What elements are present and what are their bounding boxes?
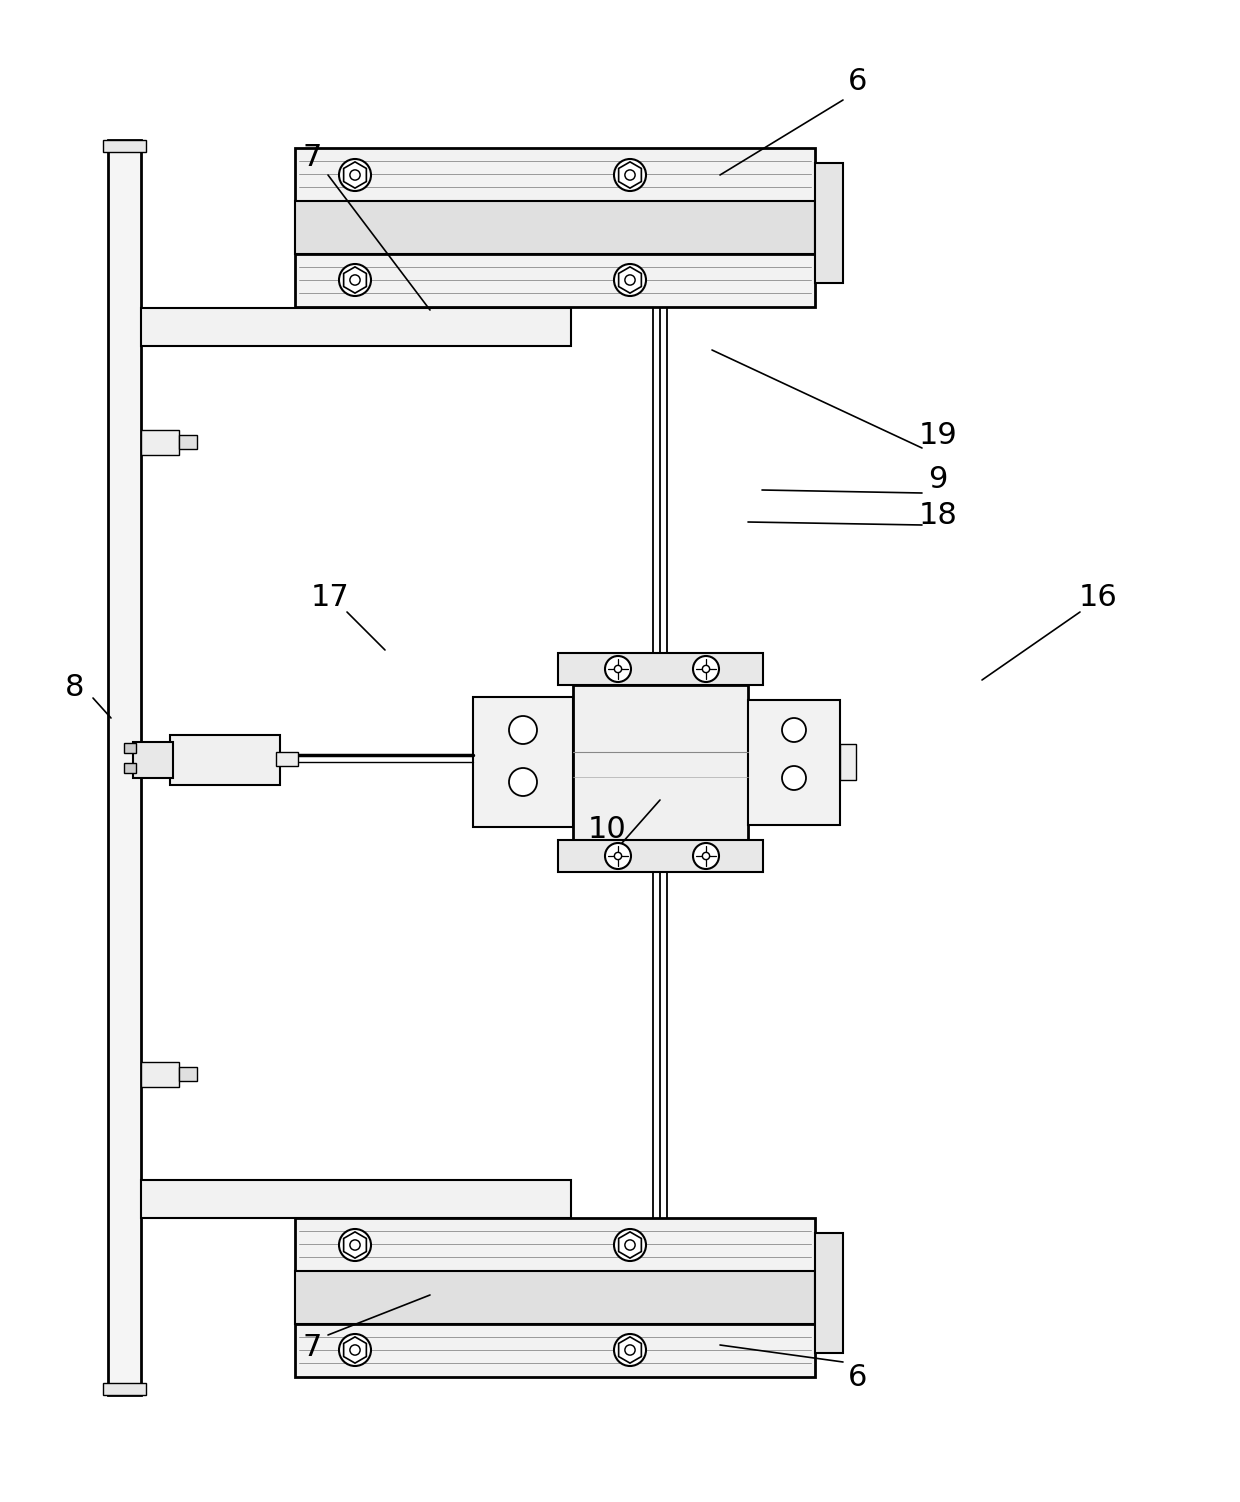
Bar (558, 840, 763, 873)
Bar (295, 201, 815, 254)
Circle shape (350, 1344, 360, 1355)
Circle shape (693, 843, 719, 870)
Bar (179, 1066, 197, 1081)
Circle shape (625, 1239, 635, 1250)
Circle shape (702, 852, 709, 859)
Polygon shape (619, 162, 641, 188)
Bar (124, 743, 136, 753)
Circle shape (508, 716, 537, 743)
Circle shape (350, 1239, 360, 1250)
Bar (295, 1218, 815, 1271)
Bar (558, 653, 763, 685)
Bar (815, 1233, 843, 1353)
Text: 8: 8 (66, 673, 84, 703)
Polygon shape (619, 1337, 641, 1364)
Circle shape (339, 1229, 371, 1262)
Text: 10: 10 (588, 816, 626, 844)
Polygon shape (343, 162, 366, 188)
Text: 7: 7 (303, 1334, 321, 1362)
Circle shape (508, 768, 537, 796)
Polygon shape (343, 1337, 366, 1364)
Polygon shape (343, 1232, 366, 1259)
Bar (179, 436, 197, 449)
Bar (141, 1181, 570, 1218)
Circle shape (339, 1334, 371, 1365)
Bar (141, 1062, 179, 1087)
Bar (295, 149, 815, 201)
Bar (472, 697, 573, 828)
Text: 6: 6 (848, 68, 868, 96)
Text: 9: 9 (929, 466, 947, 494)
Text: 19: 19 (919, 421, 957, 449)
Circle shape (605, 656, 631, 682)
Circle shape (614, 264, 646, 296)
Polygon shape (619, 1232, 641, 1259)
Circle shape (339, 159, 371, 191)
Bar (277, 753, 298, 766)
Bar (748, 700, 839, 825)
Circle shape (614, 1334, 646, 1365)
Circle shape (702, 665, 709, 673)
Bar (815, 164, 843, 282)
Bar (295, 1271, 815, 1323)
Bar (170, 734, 280, 786)
Bar (573, 685, 748, 840)
Text: 17: 17 (311, 583, 350, 613)
Circle shape (339, 264, 371, 296)
Circle shape (625, 275, 635, 285)
Circle shape (625, 1344, 635, 1355)
Circle shape (350, 275, 360, 285)
Bar (124, 763, 136, 774)
Bar (141, 308, 570, 345)
Bar (839, 743, 856, 780)
Circle shape (614, 1229, 646, 1262)
Polygon shape (343, 267, 366, 293)
Circle shape (625, 170, 635, 180)
Circle shape (605, 843, 631, 870)
Circle shape (614, 159, 646, 191)
Text: 6: 6 (848, 1364, 868, 1392)
Bar (103, 1383, 146, 1395)
Polygon shape (619, 267, 641, 293)
Bar (103, 140, 146, 152)
Circle shape (782, 766, 806, 790)
Bar (141, 430, 179, 455)
Circle shape (614, 852, 621, 859)
Bar (133, 742, 174, 778)
Bar (108, 140, 141, 1395)
Circle shape (350, 170, 360, 180)
Circle shape (693, 656, 719, 682)
Text: 16: 16 (1079, 583, 1117, 613)
Circle shape (782, 718, 806, 742)
Bar (295, 254, 815, 306)
Bar (295, 1323, 815, 1377)
Circle shape (614, 665, 621, 673)
Text: 7: 7 (303, 144, 321, 173)
Text: 18: 18 (919, 500, 957, 530)
